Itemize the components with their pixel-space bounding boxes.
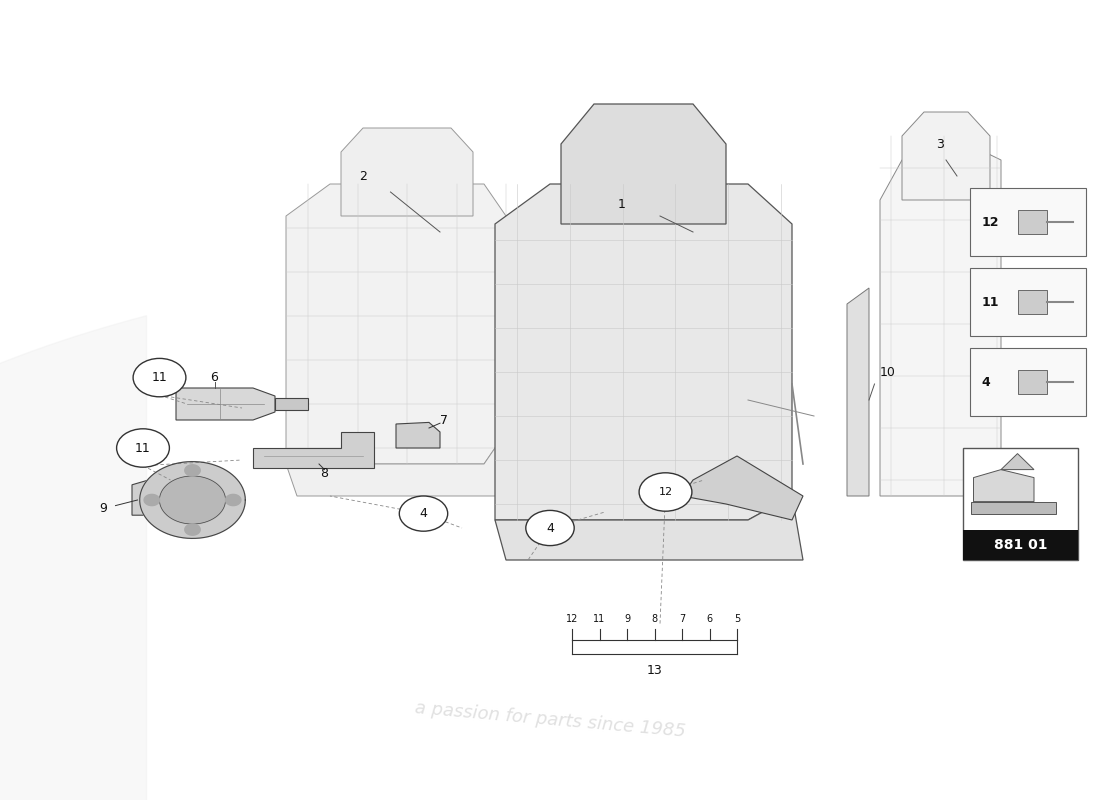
FancyBboxPatch shape [970,188,1086,256]
FancyBboxPatch shape [970,348,1086,416]
Polygon shape [880,144,1001,496]
Polygon shape [286,184,506,464]
Text: 10: 10 [880,366,895,378]
Polygon shape [495,184,792,520]
Polygon shape [275,398,308,410]
Text: 12: 12 [981,215,999,229]
Text: 3: 3 [936,138,945,150]
Circle shape [133,358,186,397]
Text: 11: 11 [135,442,151,454]
Text: 13: 13 [647,664,662,677]
Polygon shape [140,462,245,538]
Text: 7: 7 [679,614,685,624]
Polygon shape [561,104,726,224]
Text: 12: 12 [565,614,579,624]
Polygon shape [1018,370,1047,394]
Text: a passion for parts since 1985: a passion for parts since 1985 [414,699,686,741]
Text: 5: 5 [734,614,740,624]
Text: eurospartos: eurospartos [400,347,744,453]
Text: 11: 11 [981,295,999,309]
Polygon shape [902,112,990,200]
Polygon shape [1018,290,1047,314]
Text: 881 01: 881 01 [993,538,1047,552]
Circle shape [526,510,574,546]
Polygon shape [847,288,869,496]
Polygon shape [132,472,176,515]
Text: 11: 11 [152,371,167,384]
Polygon shape [286,432,517,496]
Polygon shape [226,494,241,506]
Text: 7: 7 [440,414,448,426]
Polygon shape [1001,454,1034,470]
Text: 4: 4 [419,507,428,520]
Text: 6: 6 [210,371,219,384]
Polygon shape [974,470,1034,502]
Text: 4: 4 [981,375,990,389]
Polygon shape [1018,210,1047,234]
Text: 2: 2 [359,170,367,182]
Text: 8: 8 [651,614,658,624]
Polygon shape [682,456,803,520]
Polygon shape [185,524,200,535]
Circle shape [399,496,448,531]
Circle shape [639,473,692,511]
Text: 1: 1 [617,198,626,210]
Polygon shape [495,496,803,560]
Circle shape [117,429,169,467]
Polygon shape [396,422,440,448]
Polygon shape [160,476,226,524]
Polygon shape [176,388,275,420]
Polygon shape [253,432,374,468]
Text: 9: 9 [99,502,107,514]
Polygon shape [341,128,473,216]
Text: 11: 11 [593,614,606,624]
FancyBboxPatch shape [970,268,1086,336]
FancyBboxPatch shape [962,448,1078,560]
Polygon shape [971,502,1056,514]
Polygon shape [144,494,159,506]
Polygon shape [185,465,200,476]
FancyBboxPatch shape [962,530,1078,560]
Text: 12: 12 [659,487,672,497]
Text: 6: 6 [706,614,713,624]
Text: 4: 4 [546,522,554,534]
Text: 8: 8 [320,467,329,480]
Text: 9: 9 [624,614,630,624]
